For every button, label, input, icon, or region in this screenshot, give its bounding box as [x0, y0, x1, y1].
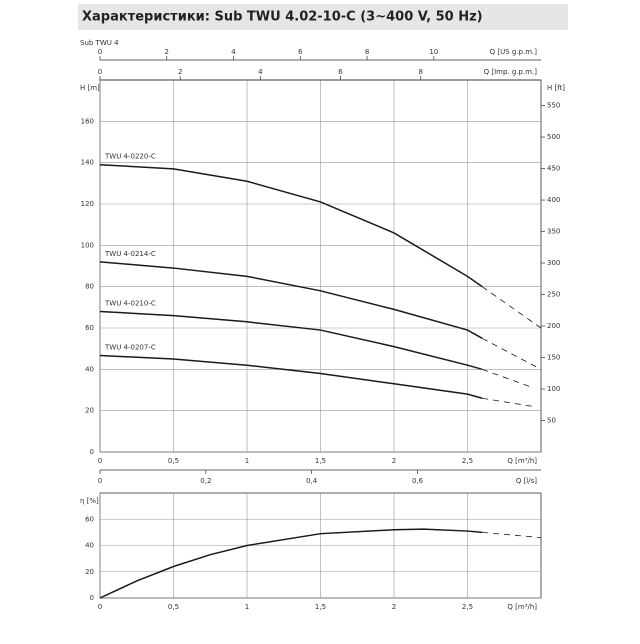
x-tick-label: 0	[98, 457, 102, 465]
axis-tick-label: 4	[231, 48, 236, 56]
x-tick-label: 1,5	[315, 603, 326, 611]
x-axis-label: Q [m³/h]	[507, 603, 537, 611]
y-tick-label: 0	[90, 448, 94, 456]
y-tick-label: 0	[90, 594, 94, 602]
y-axis-label: η [%]	[80, 497, 99, 505]
x-tick-label: 1,5	[315, 457, 326, 465]
axis-tick-label: 8	[365, 48, 369, 56]
y2-tick-label: 100	[547, 385, 560, 393]
axis-tick-label: 8	[418, 68, 422, 76]
x-axis-label: Q [m³/h]	[507, 457, 537, 465]
curve-extrapolated	[482, 337, 542, 370]
y2-tick-label: 350	[547, 228, 560, 236]
x-tick-label: 1	[245, 603, 249, 611]
y-tick-label: 20	[85, 568, 94, 576]
axis-label: Q [l/s]	[516, 477, 537, 485]
curve	[99, 261, 483, 339]
y-tick-label: 80	[85, 283, 94, 291]
y2-tick-label: 450	[547, 165, 560, 173]
y-tick-label: 40	[85, 365, 94, 373]
y-tick-label: 100	[81, 241, 94, 249]
curve-extrapolated	[481, 286, 542, 329]
curve-extrapolated	[482, 368, 534, 389]
y-tick-label: 20	[85, 407, 94, 415]
y-tick-label: 60	[85, 324, 94, 332]
series-label: TWU 4-0220-C	[104, 153, 156, 161]
axis-tick-label: 10	[429, 48, 438, 56]
series-label: TWU 4-0207-C	[104, 343, 156, 351]
axis-tick-label: 6	[298, 48, 303, 56]
y-tick-label: 140	[81, 159, 94, 167]
y2-tick-label: 50	[547, 417, 556, 425]
axis-tick-label: 2	[165, 48, 169, 56]
axis-tick-label: 0	[98, 477, 102, 485]
curve	[99, 354, 483, 399]
y2-tick-label: 150	[547, 354, 560, 362]
curve	[99, 163, 483, 288]
curve-extrapolated	[482, 397, 534, 407]
axis-label: Q [Imp. g.p.m.]	[484, 68, 538, 76]
y-axis-label: H [m]	[80, 84, 100, 92]
axis-tick-label: 4	[258, 68, 263, 76]
y2-axis-label: H [ft]	[547, 84, 565, 92]
y-tick-label: 40	[85, 542, 94, 550]
x-tick-label: 0	[98, 603, 102, 611]
x-tick-label: 2	[392, 457, 396, 465]
axis-tick-label: 0	[98, 48, 102, 56]
x-tick-label: 2	[392, 603, 396, 611]
x-tick-label: 2,5	[462, 603, 473, 611]
axis-tick-label: 0,2	[200, 477, 211, 485]
y-tick-label: 60	[85, 515, 94, 523]
y2-tick-label: 300	[547, 259, 560, 267]
axis-tick-label: 0	[98, 68, 102, 76]
axis-label: Q [US g.p.m.]	[490, 48, 538, 56]
axis-tick-label: 2	[178, 68, 182, 76]
x-tick-label: 0,5	[168, 603, 179, 611]
title-bar	[78, 4, 568, 30]
y-tick-label: 160	[81, 117, 94, 125]
chart-subtitle: Sub TWU 4	[80, 39, 119, 47]
chart-title: Характеристики: Sub TWU 4.02-10-C (3~400…	[82, 10, 483, 25]
x-tick-label: 2,5	[462, 457, 473, 465]
y2-tick-label: 400	[547, 196, 560, 204]
curve	[99, 310, 483, 371]
curve	[99, 528, 483, 599]
series-label: TWU 4-0214-C	[104, 250, 156, 258]
axis-tick-label: 0,6	[412, 477, 424, 485]
y2-tick-label: 250	[547, 291, 560, 299]
series-label: TWU 4-0210-C	[104, 299, 156, 307]
y-tick-label: 120	[81, 200, 94, 208]
x-tick-label: 1	[245, 457, 249, 465]
y2-tick-label: 200	[547, 322, 560, 330]
axis-tick-label: 0,4	[306, 477, 318, 485]
y2-tick-label: 500	[547, 133, 560, 141]
y2-tick-label: 550	[547, 102, 560, 110]
axis-tick-label: 6	[338, 68, 343, 76]
x-tick-label: 0,5	[168, 457, 179, 465]
curve-extrapolated	[482, 531, 542, 539]
